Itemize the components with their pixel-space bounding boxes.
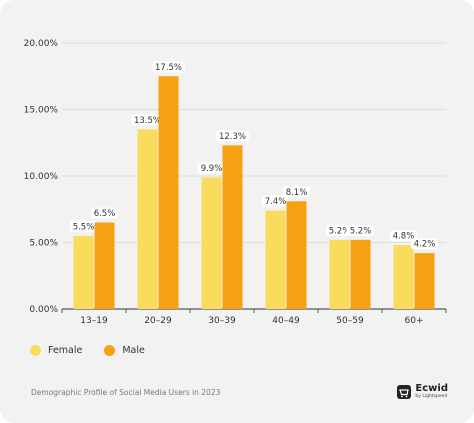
data-label-bg	[282, 186, 311, 198]
legend-label-female: Female	[48, 345, 83, 356]
data-label-bg	[325, 224, 354, 236]
legend: Female Male	[30, 345, 145, 356]
y-tick-label: 10.00%	[24, 172, 59, 182]
y-tick-label: 5.00%	[29, 239, 58, 249]
legend-swatch-male	[104, 345, 116, 356]
bar-male-5	[414, 253, 435, 309]
data-label-bg	[389, 230, 418, 242]
legend-item-male: Male	[104, 345, 145, 356]
data-label-bg	[131, 114, 164, 126]
brand-name: Ecwid	[415, 383, 448, 394]
data-label: 17.5%	[155, 63, 182, 73]
bar-female-3	[265, 210, 286, 309]
legend-label-male: Male	[122, 345, 145, 356]
data-label: 5.2%	[350, 226, 372, 236]
data-label-bg	[152, 61, 185, 73]
bar-male-4	[350, 239, 371, 309]
data-label: 4.8%	[393, 232, 415, 242]
bar-female-0	[73, 235, 94, 309]
legend-item-female: Female	[30, 345, 82, 356]
data-label-bg	[90, 207, 119, 219]
data-label: 9.9%	[201, 164, 223, 174]
bar-male-3	[286, 201, 307, 309]
data-label-bg	[261, 195, 290, 207]
chart-caption: Demographic Profile of Social Media User…	[31, 388, 221, 397]
data-label: 13.5%	[134, 116, 161, 126]
data-label-bg	[346, 224, 375, 236]
brand-logo: Ecwid by Lightspeed	[397, 384, 448, 400]
bar-chart: 0.00% 5.00% 10.00% 15.00% 20.00% 5.5% 6.5% 13–1…	[24, 39, 447, 326]
bar-male-1	[158, 76, 179, 309]
data-label-bg	[410, 238, 439, 250]
y-tick-label: 15.00%	[24, 106, 59, 116]
data-label: 5.5%	[73, 222, 95, 232]
legend-swatch-female	[30, 345, 41, 356]
x-tick-label: 50–59	[336, 316, 364, 326]
bar-male-2	[222, 145, 243, 309]
cart-icon	[397, 384, 412, 399]
x-tick-label: 20–29	[144, 316, 172, 326]
x-tick-label: 40–49	[272, 316, 300, 326]
x-tick-label: 60+	[405, 316, 424, 326]
data-label-bg	[216, 130, 249, 142]
bar-female-2	[201, 177, 222, 309]
bar-female-4	[329, 239, 350, 309]
data-label: 4.2%	[414, 240, 436, 250]
bar-female-1	[137, 129, 158, 309]
data-label: 6.5%	[94, 209, 116, 219]
data-label-bg	[69, 220, 98, 232]
x-tick-label: 13–19	[80, 316, 108, 326]
data-label: 5.2%	[329, 226, 351, 236]
y-tick-label: 0.00%	[29, 305, 58, 315]
data-label: 7.4%	[265, 197, 287, 207]
data-label: 8.1%	[286, 188, 308, 198]
bar-male-0	[94, 222, 115, 309]
brand-text: Ecwid by Lightspeed	[415, 384, 448, 400]
bar-female-5	[393, 245, 414, 309]
data-label-bg	[197, 162, 226, 174]
data-label: 12.3%	[219, 132, 246, 142]
x-tick-label: 30–39	[208, 316, 236, 326]
y-tick-label: 20.00%	[24, 39, 59, 49]
brand-subtitle: by Lightspeed	[415, 394, 448, 399]
